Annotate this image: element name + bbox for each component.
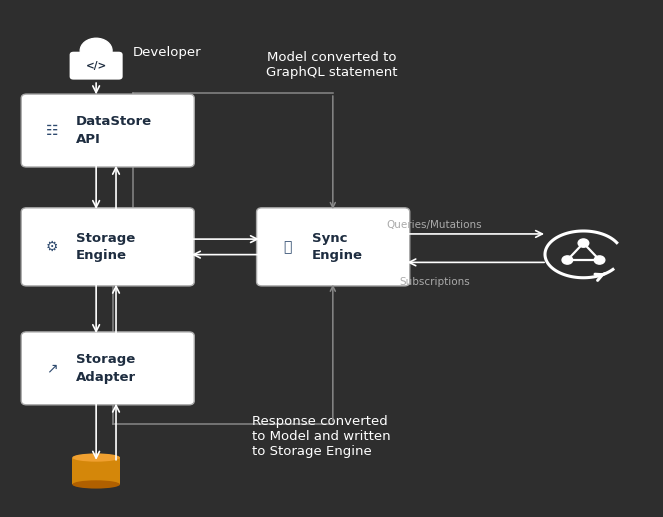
Text: Storage
Engine: Storage Engine bbox=[76, 232, 135, 262]
FancyBboxPatch shape bbox=[257, 208, 410, 286]
FancyBboxPatch shape bbox=[21, 208, 194, 286]
FancyBboxPatch shape bbox=[21, 94, 194, 167]
Text: ☷: ☷ bbox=[46, 124, 58, 138]
Bar bbox=[72, 458, 120, 484]
Text: Subscriptions: Subscriptions bbox=[399, 277, 469, 287]
Circle shape bbox=[562, 256, 573, 264]
Text: ⦿: ⦿ bbox=[283, 240, 291, 254]
Circle shape bbox=[578, 239, 589, 247]
Circle shape bbox=[594, 256, 605, 264]
Text: Queries/Mutations: Queries/Mutations bbox=[387, 220, 482, 230]
Ellipse shape bbox=[72, 471, 120, 479]
Text: Developer: Developer bbox=[133, 46, 202, 59]
Ellipse shape bbox=[72, 453, 120, 462]
FancyBboxPatch shape bbox=[21, 332, 194, 405]
Text: </>: </> bbox=[86, 60, 107, 71]
FancyBboxPatch shape bbox=[70, 52, 123, 80]
Circle shape bbox=[80, 38, 112, 63]
Text: ⚙: ⚙ bbox=[46, 240, 58, 254]
Ellipse shape bbox=[72, 480, 120, 489]
Text: Sync
Engine: Sync Engine bbox=[312, 232, 363, 262]
Text: Storage
Adapter: Storage Adapter bbox=[76, 353, 137, 384]
Text: ↗: ↗ bbox=[46, 361, 58, 375]
Text: Model converted to
GraphQL statement: Model converted to GraphQL statement bbox=[266, 51, 397, 79]
Text: Response converted
to Model and written
to Storage Engine: Response converted to Model and written … bbox=[252, 415, 391, 459]
Text: DataStore
API: DataStore API bbox=[76, 115, 152, 146]
